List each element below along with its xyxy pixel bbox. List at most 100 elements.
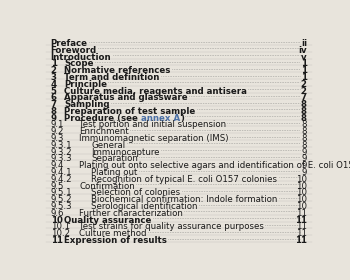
Text: Principle: Principle [64,80,107,89]
Text: ): ) [180,114,184,123]
Text: Enrichment: Enrichment [79,127,129,136]
Text: 7: 7 [50,100,57,109]
Text: Quality assurance: Quality assurance [64,216,152,225]
Text: 9.2: 9.2 [50,127,64,136]
Text: Introduction: Introduction [50,53,111,62]
Text: 8: 8 [301,127,307,136]
Text: 8: 8 [301,100,307,109]
Text: 2: 2 [301,80,307,89]
Text: Culture method: Culture method [79,229,147,238]
Text: 8: 8 [301,141,307,150]
Text: Separation: Separation [91,155,138,164]
Text: Plating out onto selective agars and identification of E. coli O157 colonies: Plating out onto selective agars and ide… [79,161,350,170]
Text: 11: 11 [296,229,307,238]
Text: 9: 9 [301,161,307,170]
Text: General: General [91,141,125,150]
Text: Term and definition: Term and definition [64,73,160,82]
Text: Term and definition: Term and definition [64,73,160,82]
Text: 9.6: 9.6 [50,209,64,218]
Text: Confirmation: Confirmation [79,182,135,191]
Text: Recognition of typical E. coli O157 colonies: Recognition of typical E. coli O157 colo… [91,175,277,184]
Text: Preparation of test sample: Preparation of test sample [64,107,195,116]
Text: 10: 10 [50,216,62,225]
Text: 9.5.1: 9.5.1 [50,188,72,197]
Text: 9.3.3: 9.3.3 [50,155,72,164]
Text: 10: 10 [296,188,307,197]
Text: 9.5.2: 9.5.2 [50,195,72,204]
Text: 1: 1 [50,59,57,68]
Text: Foreword: Foreword [50,46,97,55]
Text: 10: 10 [296,175,307,184]
Text: Sampling: Sampling [64,100,110,109]
Text: Immunomagnetic separation (IMS): Immunomagnetic separation (IMS) [79,134,229,143]
Text: 8: 8 [301,120,307,129]
Text: Plating out onto selective agars and identification of E. coli O157 colonies: Plating out onto selective agars and ide… [79,161,350,170]
Text: Selection of colonies: Selection of colonies [91,188,180,197]
Text: annex A: annex A [141,114,180,123]
Text: ): ) [180,114,184,123]
Text: Preparation of test sample: Preparation of test sample [64,107,195,116]
Text: Biochemical confirmation: Indole formation: Biochemical confirmation: Indole formati… [91,195,278,204]
Text: 1: 1 [301,73,307,82]
Text: Expression of results: Expression of results [64,236,167,245]
Text: General: General [91,141,125,150]
Text: Culture media, reagents and antisera: Culture media, reagents and antisera [64,87,247,95]
Text: Selection of colonies: Selection of colonies [91,188,180,197]
Text: 11: 11 [50,236,63,245]
Text: 10.1: 10.1 [50,222,70,231]
Text: Apparatus and glassware: Apparatus and glassware [64,93,188,102]
Text: 10.2: 10.2 [50,229,70,238]
Text: 11: 11 [296,209,307,218]
Text: 10: 10 [296,195,307,204]
Text: Scope: Scope [64,59,93,68]
Text: Foreword: Foreword [50,46,97,55]
Text: 5: 5 [50,87,56,95]
Text: Further characterization: Further characterization [79,209,183,218]
Text: Recognition of typical E. coli O157 colonies: Recognition of typical E. coli O157 colo… [91,175,277,184]
Text: Expression of results: Expression of results [64,236,167,245]
Text: 9.1: 9.1 [50,120,64,129]
Text: Apparatus and glassware: Apparatus and glassware [64,93,188,102]
Text: Plating out: Plating out [91,168,138,177]
Text: 6: 6 [50,93,57,102]
Text: Test strains for quality assurance purposes: Test strains for quality assurance purpo… [79,222,264,231]
Text: Test portion and initial suspension: Test portion and initial suspension [79,120,226,129]
Text: Culture media, reagents and antisera: Culture media, reagents and antisera [64,87,247,95]
Text: Test strains for quality assurance purposes: Test strains for quality assurance purpo… [79,222,264,231]
Text: Normative references: Normative references [64,66,170,75]
Text: 9.5: 9.5 [50,182,64,191]
Text: 1: 1 [301,66,307,75]
Text: 8: 8 [50,107,57,116]
Text: 9: 9 [301,168,307,177]
Text: Preface: Preface [50,39,88,48]
Text: Sampling: Sampling [64,100,110,109]
Text: 1: 1 [301,59,307,68]
Text: 8: 8 [301,114,307,123]
Text: 11: 11 [295,216,307,225]
Text: iv: iv [298,46,307,55]
Text: Immunomagnetic separation (IMS): Immunomagnetic separation (IMS) [79,134,229,143]
Text: Further characterization: Further characterization [79,209,183,218]
Text: Normative references: Normative references [64,66,170,75]
Text: 9.4: 9.4 [50,161,64,170]
Text: 9.3: 9.3 [50,134,64,143]
Text: Enrichment: Enrichment [79,127,129,136]
Text: 9: 9 [301,148,307,157]
Text: Preface: Preface [50,39,88,48]
Text: Serological identification: Serological identification [91,202,198,211]
Text: 3: 3 [50,73,57,82]
Text: Principle: Principle [64,80,107,89]
Text: 9: 9 [301,155,307,164]
Text: Quality assurance: Quality assurance [64,216,152,225]
Text: Test portion and initial suspension: Test portion and initial suspension [79,120,226,129]
Text: v: v [301,53,307,62]
Text: 9.5.3: 9.5.3 [50,202,72,211]
Text: 8: 8 [301,107,307,116]
Text: Introduction: Introduction [50,53,111,62]
Text: 10: 10 [296,202,307,211]
Text: 7: 7 [301,93,307,102]
Text: 9.4.1: 9.4.1 [50,168,72,177]
Text: 9: 9 [50,114,57,123]
Text: Culture method: Culture method [79,229,147,238]
Text: 9.3.1: 9.3.1 [50,141,72,150]
